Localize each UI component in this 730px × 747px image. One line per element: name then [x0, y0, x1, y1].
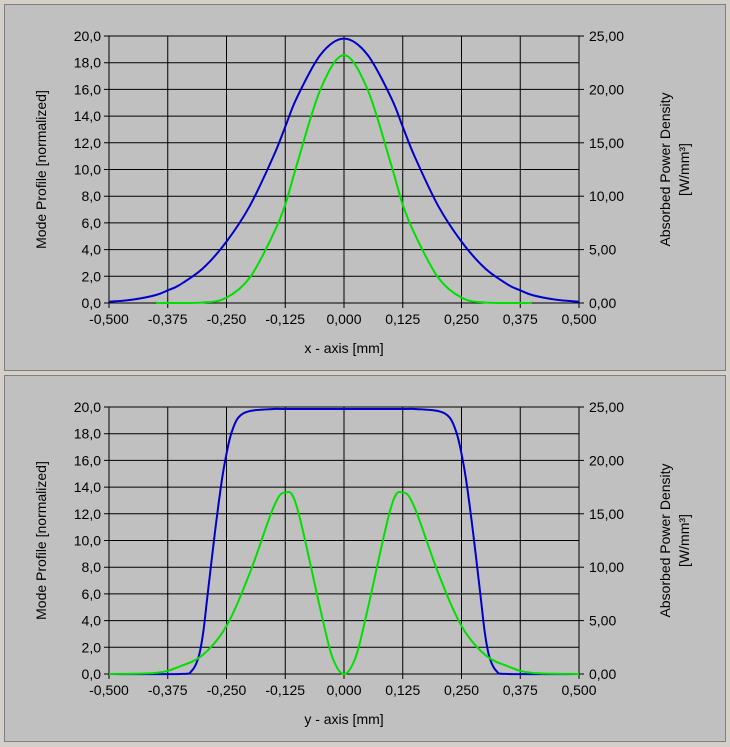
y-right-tick-label: 15,00 — [589, 506, 624, 522]
y-left-tick-label: 16,0 — [74, 81, 101, 97]
y-left-tick-label: 12,0 — [74, 135, 101, 151]
y-right-tick-label: 25,00 — [589, 28, 624, 44]
y-left-tick-label: 6,0 — [82, 586, 102, 602]
top-chart-svg: -0,500 -0,375 -0,250 -0,125 0,000 0,125 0,250 0… — [33, 28, 692, 356]
x-tick-label: -0,500 — [89, 682, 129, 698]
x-tick-label: 0,500 — [561, 311, 596, 327]
y-left-tick-label: 20,0 — [74, 399, 101, 415]
y-right-axis-label-line1: Absorbed Power Density — [657, 92, 673, 246]
y-left-tick-label: 18,0 — [74, 55, 101, 71]
y-left-tick-label: 14,0 — [74, 108, 101, 124]
x-tick-label: -0,125 — [265, 311, 305, 327]
x-axis-label: x - axis [mm] — [304, 340, 383, 356]
bottom-chart-svg: -0,500 -0,375 -0,250 -0,125 0,000 0,125 0,250 0… — [33, 399, 692, 727]
y-right-axis-label-line1: Absorbed Power Density — [657, 463, 673, 617]
x-tick-label: 0,125 — [385, 311, 420, 327]
x-tick-label: -0,375 — [148, 682, 188, 698]
y-left-tick-label: 12,0 — [74, 506, 101, 522]
x-tick-label: 0,375 — [503, 682, 538, 698]
y-left-tick-label: 2,0 — [82, 268, 102, 284]
x-tick-label: 0,250 — [444, 311, 479, 327]
absorbed-power-line — [155, 54, 533, 305]
x-tick-label: 0,250 — [444, 682, 479, 698]
x-tick-label: 0,500 — [561, 682, 596, 698]
y-left-tick-label: 20,0 — [74, 28, 101, 44]
y-right-tick-label: 20,00 — [589, 452, 624, 468]
x-tick-label: -0,250 — [207, 311, 247, 327]
y-left-tick-label: 8,0 — [82, 188, 102, 204]
y-left-tick-label: 10,0 — [74, 533, 101, 549]
y-left-tick-label: 0,0 — [82, 666, 102, 682]
y-left-axis-label: Mode Profile [normalized] — [33, 90, 49, 249]
x-tick-label: 0,125 — [385, 682, 420, 698]
mode-profile-line — [108, 37, 580, 303]
y-right-axis-label-line2: [W/mm³] — [676, 514, 692, 567]
y-left-tick-label: 4,0 — [82, 242, 102, 258]
y-left-tick-label: 14,0 — [74, 479, 101, 495]
y-right-axis-label-line2: [W/mm³] — [676, 143, 692, 196]
x-tick-label: 0,000 — [326, 682, 361, 698]
mode-profile-line — [108, 407, 580, 676]
y-left-tick-label: 18,0 — [74, 426, 101, 442]
y-right-tick-label: 10,00 — [589, 559, 624, 575]
y-right-tick-label: 5,00 — [589, 242, 616, 258]
x-tick-label: -0,500 — [89, 311, 129, 327]
x-axis-label: y - axis [mm] — [304, 711, 383, 727]
x-tick-label: 0,000 — [326, 311, 361, 327]
x-tick-label: 0,375 — [503, 311, 538, 327]
x-tick-label: -0,375 — [148, 311, 188, 327]
y-right-tick-label: 5,00 — [589, 613, 616, 629]
y-right-tick-label: 10,00 — [589, 188, 624, 204]
absorbed-power-line — [108, 491, 580, 675]
x-tick-label: -0,125 — [265, 682, 305, 698]
y-left-tick-label: 4,0 — [82, 613, 102, 629]
y-right-tick-label: 20,00 — [589, 81, 624, 97]
y-left-tick-label: 0,0 — [82, 295, 102, 311]
y-left-tick-label: 10,0 — [74, 162, 101, 178]
bottom-chart-panel: -0,500 -0,375 -0,250 -0,125 0,000 0,125 0,250 0… — [4, 375, 726, 742]
y-left-tick-label: 6,0 — [82, 215, 102, 231]
y-left-tick-label: 8,0 — [82, 559, 102, 575]
y-right-tick-label: 25,00 — [589, 399, 624, 415]
y-left-tick-label: 16,0 — [74, 452, 101, 468]
y-right-tick-label: 15,00 — [589, 135, 624, 151]
y-right-tick-label: 0,00 — [589, 295, 616, 311]
top-chart-panel: -0,500 -0,375 -0,250 -0,125 0,000 0,125 0,250 0… — [4, 4, 726, 371]
y-left-axis-label: Mode Profile [normalized] — [33, 461, 49, 620]
y-left-tick-label: 2,0 — [82, 639, 102, 655]
x-tick-label: -0,250 — [207, 682, 247, 698]
y-right-tick-label: 0,00 — [589, 666, 616, 682]
